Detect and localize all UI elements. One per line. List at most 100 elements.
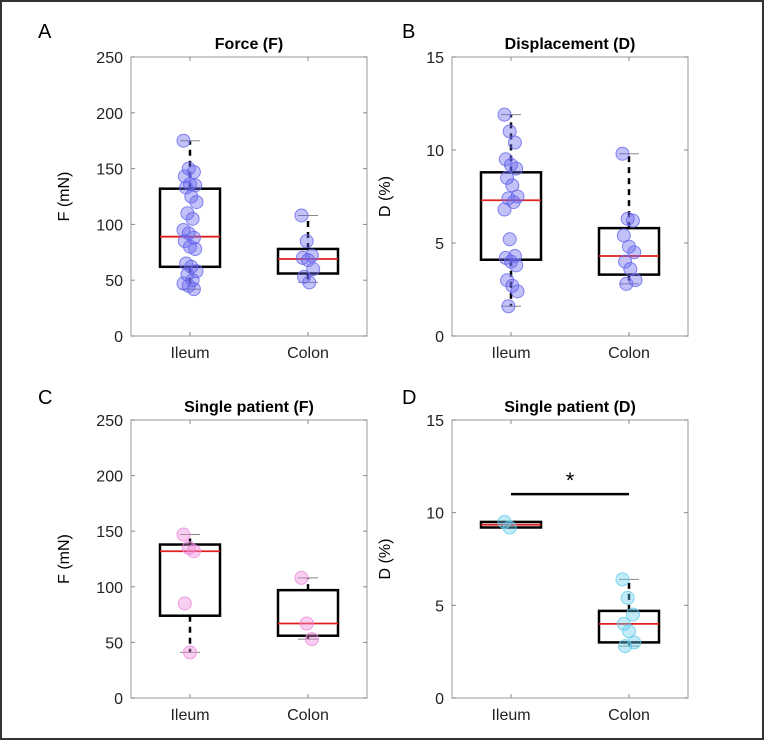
chart-title: Force (F) [215, 36, 283, 53]
y-tick-label: 100 [96, 217, 123, 234]
box-iqr [597, 609, 661, 644]
data-point [507, 135, 522, 150]
y-tick-label: 250 [96, 413, 123, 430]
box-colon [276, 570, 340, 647]
data-point [299, 234, 314, 249]
axes-frame [451, 56, 689, 337]
y-tick-label: 0 [114, 691, 123, 708]
data-point [176, 133, 191, 148]
y-tick-label: 0 [114, 329, 123, 346]
data-point [618, 254, 633, 269]
data-point [509, 161, 524, 176]
box-ileum [479, 514, 543, 535]
y-tick-label: 5 [435, 598, 444, 615]
y-tick-label: 200 [96, 469, 123, 486]
y-tick-label: 15 [426, 50, 444, 67]
data-point [509, 258, 524, 273]
data-point [299, 616, 314, 631]
data-point [183, 645, 197, 660]
axes-frame [451, 419, 689, 699]
data-point [497, 514, 512, 529]
box-iqr [597, 226, 661, 276]
panel-b: B Displacement (D) D (%) 0 5 10 15 Ileum Colon [377, 21, 689, 362]
box-ileum [158, 527, 222, 660]
data-point [500, 170, 515, 185]
data-point [500, 273, 515, 288]
box-iqr [276, 588, 340, 637]
panel-label: C [38, 387, 52, 409]
box-ileum [479, 107, 543, 314]
data-point [294, 208, 309, 223]
data-point [297, 269, 312, 284]
y-tick-label: 10 [426, 143, 444, 160]
x-tick-label: Colon [608, 707, 650, 724]
data-point [302, 275, 317, 290]
y-tick-label: 0 [435, 691, 444, 708]
data-point [189, 195, 204, 210]
data-point [180, 206, 195, 221]
data-point [497, 107, 512, 122]
data-point [618, 639, 633, 654]
data-point [177, 169, 192, 184]
data-point [619, 276, 634, 291]
data-point [184, 189, 199, 204]
axes-frame [130, 419, 368, 699]
box-ileum [158, 133, 222, 297]
data-point [186, 282, 201, 297]
data-point [502, 520, 517, 535]
panel-label: D [402, 387, 416, 409]
y-axis-label: D (%) [377, 539, 394, 580]
x-tick-label: Ileum [491, 707, 530, 724]
y-tick-label: 15 [426, 413, 444, 430]
data-point [186, 544, 201, 559]
data-point [188, 241, 203, 256]
y-tick-label: 150 [96, 162, 123, 179]
data-point [304, 632, 319, 647]
x-tick-label: Colon [287, 707, 329, 724]
data-point [625, 607, 640, 622]
y-tick-label: 50 [105, 635, 123, 652]
data-point [510, 284, 525, 299]
y-axis-label: F (mN) [56, 172, 73, 222]
y-tick-label: 0 [435, 329, 444, 346]
axes-frame [130, 56, 368, 337]
data-point [186, 230, 201, 245]
significance-label: * [566, 468, 575, 493]
panel-label: A [38, 21, 52, 43]
data-point [628, 273, 643, 288]
panel-c: C Single patient (F) F (mN) 0 50 100 150 200 250… [38, 387, 368, 724]
data-point [616, 616, 631, 631]
data-point [498, 152, 513, 167]
panel-d: D Single patient (D) D (%) 0 5 10 15 Ileum Colon… [377, 387, 689, 724]
data-point [627, 635, 642, 650]
y-tick-label: 100 [96, 580, 123, 597]
data-point [627, 245, 642, 260]
chart-title: Single patient (F) [184, 399, 314, 416]
x-tick-label: Ileum [170, 345, 209, 362]
y-axis-label: F (mN) [56, 534, 73, 584]
data-point [502, 232, 517, 247]
data-point [179, 180, 194, 195]
box-colon [597, 572, 661, 654]
data-point [301, 253, 315, 268]
data-point [505, 278, 520, 293]
data-point [177, 234, 192, 249]
chart-title: Displacement (D) [505, 36, 636, 53]
data-point [620, 590, 635, 605]
y-tick-label: 10 [426, 506, 444, 523]
box-colon [597, 146, 661, 291]
y-tick-label: 50 [105, 273, 123, 290]
y-tick-label: 150 [96, 524, 123, 541]
data-point [177, 596, 192, 611]
box-iqr [158, 543, 222, 617]
panel-label: B [402, 21, 415, 43]
data-point [306, 262, 321, 277]
y-tick-label: 200 [96, 106, 123, 123]
data-point [176, 527, 191, 542]
x-tick-label: Ileum [170, 707, 209, 724]
data-point [622, 239, 636, 254]
data-point [501, 299, 516, 314]
data-point [185, 211, 200, 226]
data-point [615, 572, 630, 587]
